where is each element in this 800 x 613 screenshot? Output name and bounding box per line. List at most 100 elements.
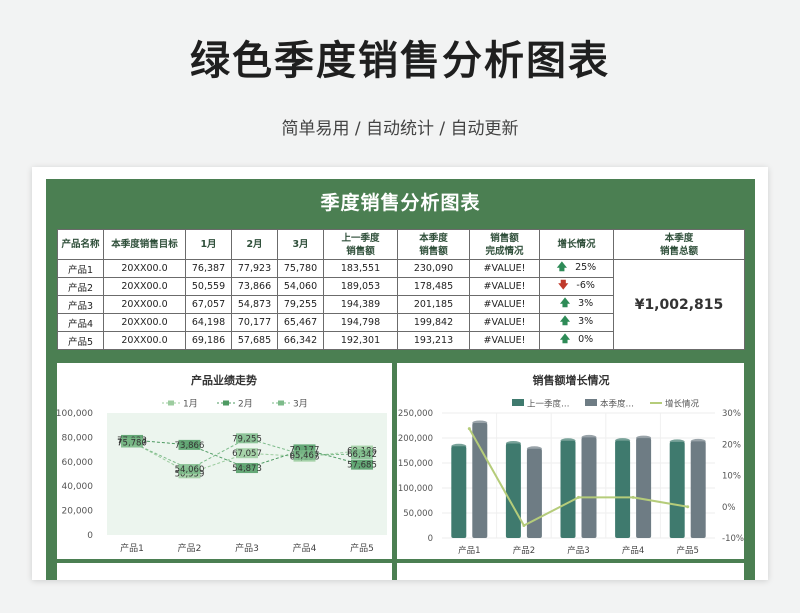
cell-curr: 193,213 [397, 331, 470, 350]
table-row: 产品2 20XX00.0 50,559 73,866 54,060 189,053 178,… [57, 277, 745, 296]
bar-cap [505, 440, 521, 446]
cell-m1: 50,559 [185, 277, 232, 296]
y-tick-label: 250,000 [398, 409, 433, 419]
data-point [178, 464, 201, 475]
sheet-card: 季度销售分析图表 产品名称 本季度销售目标 1月 2月 3月 上一季度 销售额 本季度 销售… [32, 167, 768, 580]
cell-prev: 183,551 [323, 259, 398, 278]
bar-cap [526, 446, 542, 452]
data-label: 57,685 [347, 461, 377, 471]
chart-title: 产品业绩走势 [191, 373, 257, 387]
growth-line [468, 428, 688, 527]
growth-point [577, 495, 580, 499]
data-label: 75,780 [117, 439, 147, 449]
y-tick-label: 20,000 [62, 507, 94, 517]
x-tick-label: 产品1 [120, 542, 144, 554]
bar [615, 440, 631, 538]
data-label: 79,255 [232, 434, 262, 444]
legend-label: 2月 [238, 399, 253, 410]
growth-point [631, 495, 635, 499]
bar [636, 438, 652, 538]
column-header: 2月 [231, 229, 278, 260]
table-row: 产品1 20XX00.0 76,387 77,923 75,780 183,551 230,… [57, 259, 745, 350]
cell-m1: 69,186 [185, 331, 232, 350]
y-tick-label: 100,000 [398, 484, 433, 494]
bar-cap [451, 443, 467, 449]
cell-m3: 54,060 [277, 277, 324, 296]
cell-name: 产品4 [57, 313, 104, 332]
cell-target: 20XX00.0 [103, 313, 186, 332]
bar-cap [581, 434, 597, 440]
series-line [131, 437, 363, 470]
cell-prev: 189,053 [323, 277, 398, 296]
x-tick-label: 产品2 [178, 542, 202, 554]
spreadsheet: 季度销售分析图表 产品名称 本季度销售目标 1月 2月 3月 上一季度 销售额 本季度 销售… [46, 179, 755, 580]
column-header: 本季度 销售总额 [613, 229, 745, 260]
cell-status: #VALUE! [469, 259, 540, 278]
cell-m2: 70,177 [231, 313, 278, 332]
cell-target: 20XX00.0 [103, 277, 186, 296]
bar [526, 448, 542, 538]
column-header: 1月 [185, 229, 232, 260]
cell-prev: 194,798 [323, 313, 398, 332]
legend-label: 本季度… [600, 399, 634, 410]
data-label: 67,057 [232, 449, 262, 459]
column-header: 本季度 销售额 [397, 229, 470, 260]
cell-name: 产品2 [57, 277, 104, 296]
cell-growth: 🡇 -6% [539, 277, 614, 296]
y-tick-label: 50,000 [403, 509, 433, 519]
y2-tick-label: 10% [722, 472, 741, 482]
arrow-down-icon: 🡇 [558, 280, 569, 291]
legend-swatch [168, 400, 174, 406]
data-label: 54,060 [175, 465, 205, 475]
data-point [236, 433, 258, 444]
cell-status: #VALUE! [469, 331, 540, 350]
cell-status: #VALUE! [469, 313, 540, 332]
cell-growth: 🡅 3% [539, 313, 614, 332]
bar-cap [472, 420, 488, 426]
bar-cap [636, 435, 652, 441]
data-point [293, 444, 316, 455]
cell-m3: 79,255 [277, 295, 324, 314]
table-header-row: 产品名称 本季度销售目标 1月 2月 3月 上一季度 销售额 本季度 销售额 销售额 完成情况… [57, 229, 745, 260]
cell-m2: 77,923 [231, 259, 278, 278]
x-tick-label: 产品3 [567, 545, 589, 556]
legend-label: 上一季度… [527, 399, 570, 410]
cell-curr: 201,185 [397, 295, 470, 314]
table-row: 产品4 20XX00.0 64,198 70,177 65,467 194,798 199,… [57, 313, 745, 332]
cell-prev: 194,389 [323, 295, 398, 314]
arrow-up-icon: 🡅 [559, 298, 571, 309]
legend-label: 增长情况 [665, 399, 700, 410]
growth-value: -6% [576, 280, 595, 291]
legend-swatch [223, 400, 229, 406]
cell-m1: 64,198 [185, 313, 232, 332]
cell-growth: 🡅 25% [539, 259, 614, 278]
growth-value: 3% [578, 316, 594, 327]
y-tick-label: 0 [87, 531, 93, 541]
x-tick-label: 产品4 [293, 542, 317, 554]
data-label: 50,559 [175, 469, 205, 479]
column-header: 增长情况 [539, 229, 614, 260]
x-tick-label: 产品5 [676, 545, 698, 556]
y-tick-label: 80,000 [62, 433, 94, 443]
cell-growth: 🡅 3% [539, 295, 614, 314]
bar-cap [615, 438, 631, 444]
chart-title: 销售额增长情况 [533, 373, 610, 387]
data-point [236, 463, 258, 474]
growth-point [686, 505, 690, 509]
bar [505, 443, 521, 538]
cell-status: #VALUE! [469, 277, 540, 296]
data-point [121, 437, 143, 448]
bar [669, 441, 685, 538]
y-tick-label: 100,000 [57, 409, 93, 419]
growth-value: 25% [575, 262, 597, 273]
x-tick-label: 产品2 [513, 545, 535, 556]
cell-target: 20XX00.0 [103, 331, 186, 350]
x-tick-label: 产品3 [235, 542, 259, 554]
y2-tick-label: -10% [722, 534, 744, 544]
table-row: 产品5 20XX00.0 69,186 57,685 66,342 192,301 193,… [57, 331, 745, 350]
arrow-up-icon: 🡅 [559, 316, 571, 327]
column-header: 3月 [277, 229, 324, 260]
data-point [351, 449, 373, 460]
arrow-up-icon: 🡅 [559, 334, 571, 345]
column-header: 产品名称 [57, 229, 104, 260]
